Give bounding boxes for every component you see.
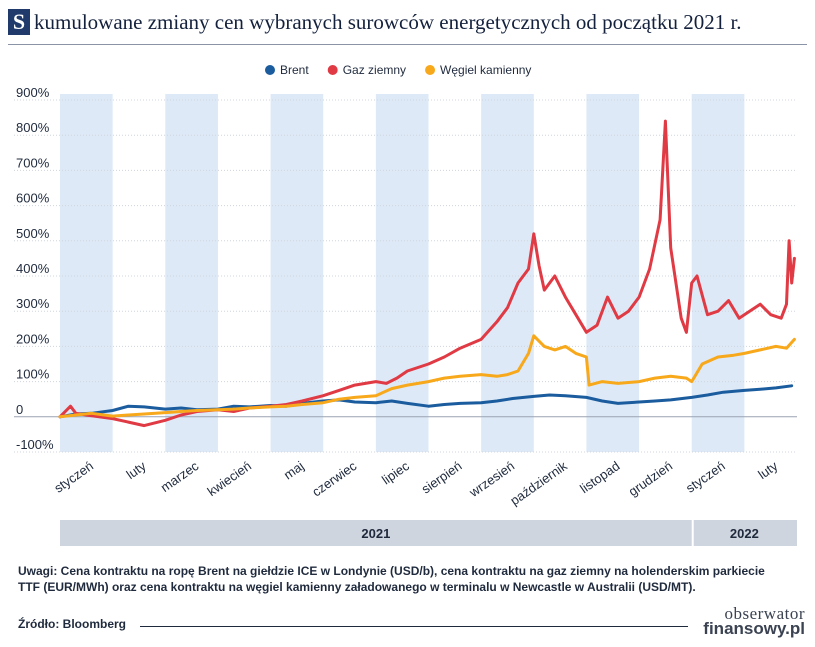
source-label: Źródło: Bloomberg: [18, 617, 126, 631]
year-bar: 2021 2022: [60, 520, 797, 546]
month-band: [270, 94, 324, 452]
month-band: [691, 94, 745, 452]
month-band: [165, 94, 218, 452]
series-line-brent: [58, 384, 794, 419]
y-tick-label: 100%: [16, 367, 50, 382]
y-tick-label: 0: [16, 402, 23, 417]
title-divider: [8, 44, 807, 45]
x-tick-label: grudzień: [626, 458, 675, 499]
y-tick-label: 400%: [16, 261, 50, 276]
month-bands: [60, 94, 745, 452]
month-band: [586, 94, 640, 452]
legend-label: Węgiel kamienny: [440, 63, 531, 77]
title-badge: S: [8, 9, 30, 35]
x-tick-label: kwiecień: [205, 458, 254, 499]
month-band: [375, 94, 429, 452]
y-axis-ticks: -100% 0 100% 200% 300% 400% 500% 600% 700% 800% 90…: [16, 85, 54, 452]
y-tick-label: -100%: [16, 437, 54, 452]
y-tick-label: 500%: [16, 226, 50, 241]
logo-bottom-text: finansowy.pl: [703, 619, 805, 638]
publisher-logo: obserwator finansowy.pl: [703, 604, 805, 638]
month-band: [60, 94, 113, 452]
chart-title: kumulowane zmiany cen wybranych surowców…: [34, 9, 742, 34]
x-tick-label: luty: [755, 458, 781, 482]
x-tick-label: czerwiec: [309, 458, 359, 500]
legend-marker: [425, 65, 436, 75]
logo-top-text: obserwator: [724, 604, 805, 623]
notes: Uwagi: Cena kontraktu na ropę Brent na g…: [18, 563, 798, 595]
y-tick-label: 800%: [16, 120, 50, 135]
y-tick-label: 600%: [16, 191, 50, 206]
x-tick-label: lipiec: [379, 458, 412, 488]
series-lines: [58, 119, 796, 428]
source-divider: [140, 626, 688, 627]
notes-line-2: TTF (EUR/MWh) oraz cena kontraktu na węg…: [18, 580, 696, 594]
series-line-węgiel-kamienny: [58, 334, 796, 419]
x-tick-label: styczeń: [683, 458, 728, 496]
y-tick-label: 900%: [16, 85, 50, 100]
x-tick-label: maj: [281, 458, 307, 482]
legend-label: Gaz ziemny: [343, 63, 406, 77]
x-axis-month-labels: styczeń luty marzec kwiecień maj czerwiec lipi…: [51, 458, 780, 508]
y-tick-label: 200%: [16, 331, 50, 346]
gridlines: [14, 99, 797, 453]
x-tick-label: styczeń: [51, 458, 96, 496]
year-band: [693, 520, 797, 546]
y-tick-label: 300%: [16, 296, 50, 311]
legend-marker: [265, 65, 275, 75]
y-tick-label: 700%: [16, 155, 50, 170]
legend: Brent Gaz ziemny Węgiel kamienny: [265, 63, 531, 77]
line-chart: -100% 0 100% 200% 300% 400% 500% 600% 700% 800% 90…: [14, 63, 797, 546]
x-tick-label: październik: [507, 458, 570, 508]
year-band: [60, 520, 692, 546]
title-bar: S kumulowane zmiany cen wybranych surowc…: [8, 8, 742, 36]
x-tick-label: listopad: [577, 458, 622, 496]
year-label: 2022: [730, 526, 759, 541]
year-label: 2021: [361, 526, 390, 541]
notes-line-1: Uwagi: Cena kontraktu na ropę Brent na g…: [18, 564, 765, 578]
x-tick-label: luty: [124, 458, 150, 482]
legend-label: Brent: [280, 63, 309, 77]
legend-marker: [327, 65, 338, 75]
x-tick-label: sierpień: [419, 458, 465, 496]
x-tick-label: marzec: [158, 458, 202, 495]
